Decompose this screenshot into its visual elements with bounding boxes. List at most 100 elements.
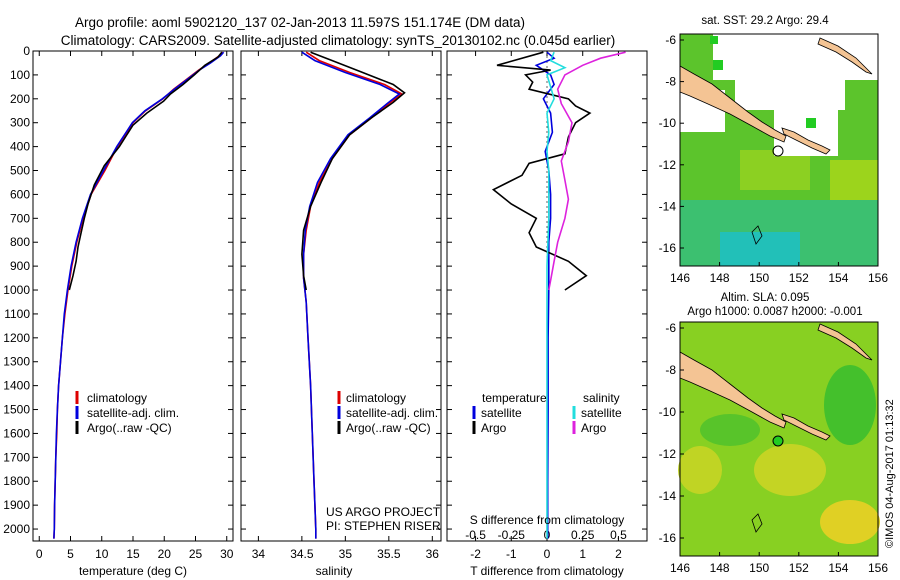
legend-salinity-header: salinity bbox=[583, 391, 620, 405]
y-tick-label: 1200 bbox=[3, 331, 30, 345]
legend-temperature-header: temperature bbox=[482, 391, 547, 405]
sla-map bbox=[678, 321, 880, 557]
sst-map-title: sat. SST: 29.2 Argo: 29.4 bbox=[701, 15, 829, 27]
map-y-tick-label: -6 bbox=[665, 33, 676, 47]
salinity-plot: 34 34.5 35 35.5 36 bbox=[241, 50, 441, 561]
map-y-tick-label: -8 bbox=[665, 363, 676, 377]
argo-position-marker bbox=[772, 435, 784, 447]
legend-s-argo-label: Argo bbox=[581, 421, 607, 435]
map-x-tick-label: 156 bbox=[868, 561, 888, 575]
legend-climatology-label: climatology bbox=[87, 391, 147, 405]
map-y-tick-label: -12 bbox=[659, 447, 677, 461]
map-y-tick-label: -14 bbox=[659, 199, 677, 213]
x-tick-label: 34 bbox=[252, 547, 266, 561]
map-x-tick-label: 154 bbox=[828, 271, 848, 285]
y-tick-label: 1900 bbox=[3, 498, 30, 512]
y-tick-label: 800 bbox=[10, 235, 30, 249]
map-y-tick-label: -16 bbox=[659, 531, 677, 545]
y-tick-label: 1500 bbox=[3, 403, 30, 417]
s-diff-xlabel: S difference from climatology bbox=[470, 513, 625, 527]
x-tick-label: -1 bbox=[506, 547, 517, 561]
map-x-tick-label: 146 bbox=[670, 271, 690, 285]
sla-map-axes: 146 148 150 152 154 156 -6 -8 -10 -12 -14 -16 bbox=[659, 321, 889, 575]
land-new-guinea bbox=[679, 65, 787, 143]
sst-cool-patch bbox=[720, 232, 800, 266]
x-tick-label: -2 bbox=[470, 547, 481, 561]
land-islands bbox=[751, 513, 763, 533]
sla-map-title: Altim. SLA: 0.095 bbox=[721, 292, 810, 304]
header-line-1: Argo profile: aoml 5902120_137 02-Jan-20… bbox=[75, 15, 525, 30]
sla-map-subtitle: Argo h1000: 0.0087 h2000: -0.001 bbox=[687, 306, 862, 318]
legend-argo-label: Argo(..raw -QC) bbox=[87, 421, 172, 435]
legend-climatology-label: climatology bbox=[346, 391, 406, 405]
y-tick-label: 200 bbox=[10, 92, 30, 106]
map-x-tick-label: 148 bbox=[710, 561, 730, 575]
y-tick-label: 1000 bbox=[3, 283, 30, 297]
y-tick-label: 1700 bbox=[3, 450, 30, 464]
map-y-tick-label: -12 bbox=[659, 158, 677, 172]
y-tick-label: 1600 bbox=[3, 426, 30, 440]
x-tick-label: 35 bbox=[339, 547, 353, 561]
x-tick-label: 5 bbox=[67, 547, 74, 561]
series-line-climatology bbox=[53, 51, 224, 539]
y-tick-label: 400 bbox=[10, 140, 30, 154]
x-tick-label: 10 bbox=[95, 547, 109, 561]
sst-warm-pixel bbox=[806, 118, 816, 128]
y-tick-label: 1100 bbox=[4, 307, 30, 321]
land-new-guinea bbox=[679, 351, 787, 429]
t-diff-xlabel: T difference from climatology bbox=[470, 564, 624, 578]
map-x-tick-label: 152 bbox=[789, 271, 809, 285]
salinity-xlabel: salinity bbox=[316, 564, 353, 578]
salinity-panel-frame bbox=[240, 50, 442, 542]
x-tick-label: 15 bbox=[126, 547, 140, 561]
sst-warm-pixel bbox=[710, 36, 718, 44]
y-tick-label: 1400 bbox=[3, 379, 30, 393]
difference-plot: -2 -1 0 1 2-0.5 -0.25 0 0.25 0.5 bbox=[447, 50, 647, 561]
header-line-2: Climatology: CARS2009. Satellite-adjuste… bbox=[61, 33, 616, 48]
map-y-tick-label: -10 bbox=[659, 116, 677, 130]
legend-t-argo-label: Argo bbox=[481, 421, 507, 435]
s-tick-label: -0.5 bbox=[465, 528, 486, 542]
x-tick-label: 35.5 bbox=[377, 547, 401, 561]
series-line-climatology bbox=[302, 51, 404, 539]
sst-map-axes: 146 148 150 152 154 156 -6 -8 -10 -12 -14 -16 bbox=[659, 33, 889, 285]
s-tick-label: -0.25 bbox=[498, 528, 526, 542]
land-islands bbox=[781, 413, 831, 441]
sla-low-anomaly bbox=[824, 365, 876, 445]
sst-map-frame bbox=[679, 33, 879, 267]
project-pi: PI: STEPHEN RISER bbox=[326, 519, 441, 533]
land-islands bbox=[751, 225, 763, 245]
legend-satellite-label: satellite-adj. clim. bbox=[87, 406, 179, 420]
y-tick-label: 1800 bbox=[3, 474, 30, 488]
land-islands bbox=[781, 127, 831, 155]
y-tick-label: 300 bbox=[10, 116, 30, 130]
sla-high-anomaly bbox=[820, 500, 880, 544]
sla-low-anomaly bbox=[700, 414, 760, 446]
map-y-tick-label: -16 bbox=[659, 241, 677, 255]
map-x-tick-label: 150 bbox=[749, 561, 769, 575]
series-line-t-argo bbox=[491, 51, 592, 291]
x-tick-label: 25 bbox=[189, 547, 203, 561]
sst-warm-pixel bbox=[713, 60, 723, 70]
y-tick-label: 2000 bbox=[3, 522, 30, 536]
x-tick-label: 0 bbox=[544, 547, 551, 561]
map-y-tick-label: -8 bbox=[665, 75, 676, 89]
difference-legend: temperature salinity satellite Argo sate… bbox=[472, 391, 622, 435]
x-tick-label: 36 bbox=[426, 547, 440, 561]
sla-map-frame bbox=[679, 321, 879, 557]
temperature-legend: climatology satellite-adj. clim. Argo(..… bbox=[75, 391, 179, 435]
series-line-t-satellite bbox=[534, 51, 556, 539]
series-line-s-satellite bbox=[546, 51, 567, 539]
legend-argo-label: Argo(..raw -QC) bbox=[346, 421, 431, 435]
series-line-satellite-adj-clim- bbox=[301, 51, 401, 539]
series-line-argo-raw-qc- bbox=[68, 51, 223, 291]
s-tick-label: 0.5 bbox=[610, 528, 627, 542]
land-new-ireland bbox=[817, 37, 873, 75]
y-tick-label: 0 bbox=[23, 44, 30, 58]
map-x-tick-label: 154 bbox=[828, 561, 848, 575]
y-tick-label: 700 bbox=[10, 211, 30, 225]
sst-warm-patch bbox=[830, 160, 878, 200]
x-tick-label: 2 bbox=[615, 547, 622, 561]
y-tick-label: 900 bbox=[10, 259, 30, 273]
